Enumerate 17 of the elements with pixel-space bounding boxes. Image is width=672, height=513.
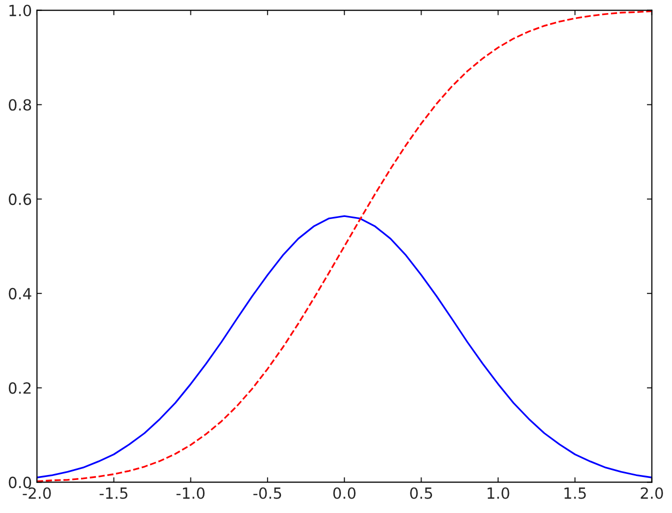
x-tick-label: -2.0: [22, 487, 51, 499]
x-tick-label: 2.0: [640, 487, 663, 499]
line-series: [36, 215, 652, 478]
y-tick-label: 0.4: [8, 288, 32, 300]
line-series: [36, 10, 652, 482]
x-tick-label: -0.5: [253, 487, 282, 499]
x-tick-label: 0.5: [410, 487, 432, 499]
x-tick-label: 1.0: [488, 487, 510, 499]
x-tick-label: -1.5: [100, 488, 128, 499]
x-tick-label: -1.0: [176, 487, 205, 499]
y-tick-label: 0.6: [8, 194, 32, 206]
y-tick-label: 0.2: [8, 382, 31, 394]
x-tick-label: 0.0: [333, 487, 356, 499]
y-tick-label: 0.0: [8, 476, 32, 488]
y-tick-label: 0.8: [8, 99, 32, 111]
x-tick-label: 1.5: [564, 488, 586, 499]
y-tick-label: 1.0: [9, 4, 32, 16]
